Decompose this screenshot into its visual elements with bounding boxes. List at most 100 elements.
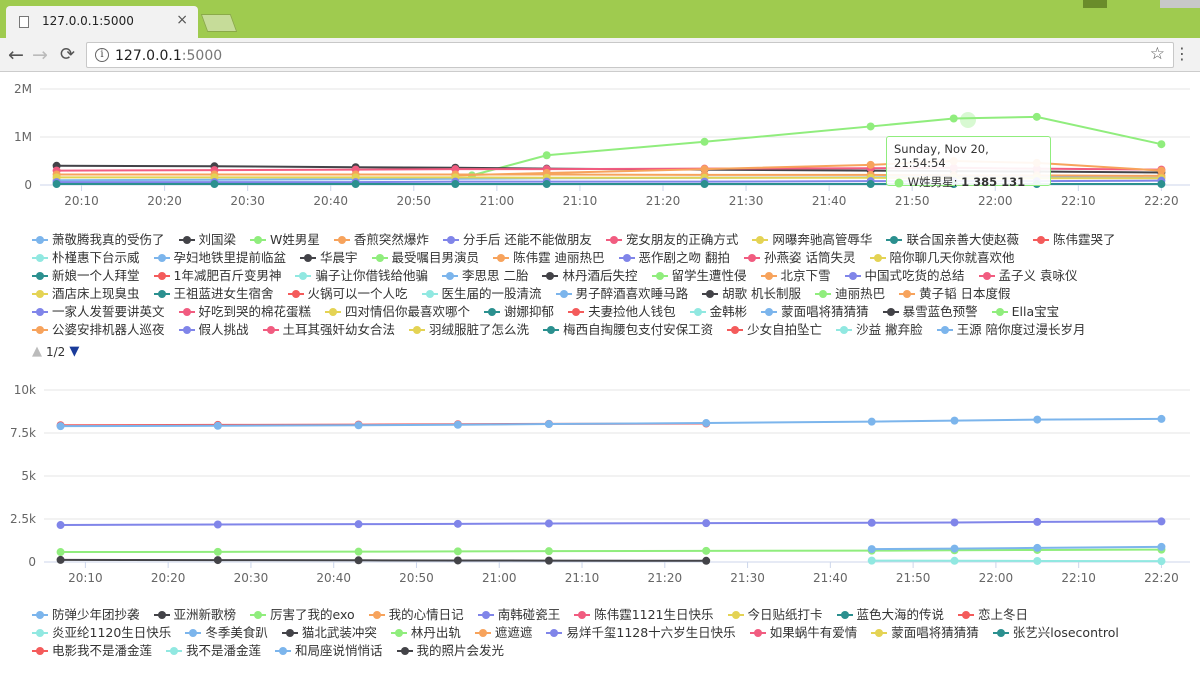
chart-1-legend-item[interactable]: 暴雪蓝色预警: [882, 303, 978, 321]
chart-1-legend-item[interactable]: 沙益 撇弃脸: [836, 321, 923, 339]
chart-2-legend-item[interactable]: 恋上冬日: [958, 606, 1028, 624]
chart-2-legend-item[interactable]: 冬季美食趴: [185, 624, 268, 642]
chart-1-legend-item[interactable]: 李思思 二胎: [442, 267, 528, 285]
data-point: [56, 422, 65, 431]
chart-2-legend-item[interactable]: 我不是潘金莲: [166, 642, 261, 660]
chart-1-legend-item[interactable]: 金韩彬: [689, 303, 747, 321]
legend-label: 新娘一个人拜堂: [52, 268, 140, 283]
chart-1-legend-item[interactable]: 华晨宇: [300, 249, 358, 267]
chart-1-legend-item[interactable]: 香煎突然爆炸: [333, 231, 429, 249]
chart-1-legend-item[interactable]: 林丹酒后失控: [542, 267, 638, 285]
forward-button[interactable]: →: [32, 44, 48, 66]
chart-2-legend-item[interactable]: 蓝色大海的传说: [836, 606, 944, 624]
chart-1-legend-item[interactable]: 留学生遭性侵: [651, 267, 747, 285]
chart-1-legend-item[interactable]: 羽绒服脏了怎么洗: [409, 321, 529, 339]
info-icon[interactable]: i: [95, 48, 109, 62]
chart-1-legend-item[interactable]: 北京下雪: [760, 267, 831, 285]
chart-1-legend-item[interactable]: 王祖蓝进女生宿舍: [153, 285, 274, 303]
legend-label: 四对情侣你最喜欢哪个: [345, 304, 471, 319]
chart-2-legend-item[interactable]: 易烊千玺1128十六岁生日快乐: [546, 624, 736, 642]
chart-2-legend-item[interactable]: 遮遮遮: [474, 624, 532, 642]
data-point: [544, 547, 553, 556]
chart-1-legend-item[interactable]: W姓男星: [250, 231, 320, 249]
chart-1-legend-item[interactable]: 医生届的一股清流: [421, 285, 542, 303]
chart-1-legend-item[interactable]: 萧敬腾我真的受伤了: [32, 231, 165, 249]
legend-page-up-icon[interactable]: ▲: [32, 344, 42, 359]
new-tab-button[interactable]: [200, 14, 238, 32]
chart-1-legend-item[interactable]: 骗子让你借钱给他骗: [295, 267, 428, 285]
chart-1-legend-item[interactable]: 网曝奔驰高管辱华: [752, 231, 872, 249]
chart-1-legend-item[interactable]: 孟子义 袁咏仪: [978, 267, 1078, 285]
x-tick-label: 20:20: [151, 571, 186, 585]
chart-1-legend-item[interactable]: 假人挑战: [178, 321, 249, 339]
chart-1-legend-item[interactable]: 蒙面唱将猜猜猜: [761, 303, 869, 321]
chart-1-legend-item[interactable]: Ella宝宝: [991, 303, 1059, 321]
chart-1-legend-item[interactable]: 朴槿惠下台示威: [32, 249, 140, 267]
chart-1-legend-item[interactable]: 公婆安排机器人巡夜: [32, 321, 165, 339]
chart-1-legend-item[interactable]: 黄子韬 日本度假: [899, 285, 1011, 303]
chart-1-legend-item[interactable]: 四对情侣你最喜欢哪个: [325, 303, 470, 321]
browser-menu-icon[interactable]: ⋮: [1174, 44, 1190, 63]
user-profile-icon[interactable]: [1083, 0, 1107, 8]
chart-1-legend-item[interactable]: 梅西自掏腰包支付安保工资: [543, 321, 713, 339]
chart-1-legend-item[interactable]: 谢娜抑郁: [484, 303, 554, 321]
x-tick-label: 21:10: [565, 571, 600, 585]
chart-2-legend-item[interactable]: 防弹少年团抄袭: [32, 606, 140, 624]
chart-2-legend-item[interactable]: 猫北武装冲突: [281, 624, 377, 642]
chart-2-legend-item[interactable]: 厉害了我的exo: [250, 606, 355, 624]
chart-1-legend-item[interactable]: 分手后 还能不能做朋友: [442, 231, 592, 249]
data-point: [213, 547, 222, 556]
chart-2-legend-item[interactable]: 炎亚纶1120生日快乐: [32, 624, 171, 642]
chart-1-legend-item[interactable]: 土耳其强奸幼女合法: [262, 321, 395, 339]
chart-1-legend-item[interactable]: 恶作剧之吻 翻拍: [618, 249, 730, 267]
chart-1-legend-item[interactable]: 刘国梁: [178, 231, 236, 249]
chart-2-legend-item[interactable]: 今日贴纸打卡: [727, 606, 823, 624]
chart-1-legend-item[interactable]: 最受嘱目男演员: [371, 249, 479, 267]
chart-1-legend-item[interactable]: 火锅可以一个人吃: [287, 285, 408, 303]
chart-2-legend-item[interactable]: 亚洲新歌榜: [153, 606, 236, 624]
chart-2-legend-item[interactable]: 陈伟霆1121生日快乐: [574, 606, 714, 624]
close-tab-icon[interactable]: ×: [176, 12, 188, 28]
legend-page-down-icon[interactable]: ▼: [69, 344, 80, 359]
back-button[interactable]: ←: [8, 44, 24, 66]
chart-1-legend-item[interactable]: 陈伟霆 迪丽热巴: [493, 249, 605, 267]
chart-1-legend-item[interactable]: 陪你聊几天你就喜欢他: [869, 249, 1015, 267]
chart-2-legend-item[interactable]: 林丹出轨: [390, 624, 461, 642]
chart-2-legend-item[interactable]: 南韩碰瓷王: [477, 606, 560, 624]
address-bar[interactable]: i 127.0.0.1:5000 ☆: [86, 42, 1174, 68]
chart-1-legend-item[interactable]: 夫妻捡他人钱包: [568, 303, 676, 321]
chart-1-legend-item[interactable]: 1年减肥百斤变男神: [153, 267, 281, 285]
chart-2-legend-item[interactable]: 张艺兴losecontrol: [992, 624, 1119, 642]
chart-1-legend-item[interactable]: 孙燕姿 话筒失灵: [744, 249, 856, 267]
chart-1-legend-item[interactable]: 陈伟霆哭了: [1032, 231, 1115, 249]
series-line: [871, 559, 1162, 563]
chart-2-legend-item[interactable]: 如果蜗牛有爱情: [749, 624, 857, 642]
y-tick-label: 7.5k: [10, 426, 36, 440]
chart-1-legend-item[interactable]: 宠女朋友的正确方式: [605, 231, 738, 249]
chart-1-legend-item[interactable]: 孕妇地铁里提前临盆: [153, 249, 286, 267]
chart-1-legend-item[interactable]: 一家人发誓要讲英文: [32, 303, 165, 321]
chart-1-legend-item[interactable]: 王源 陪你度过漫长岁月: [936, 321, 1086, 339]
browser-tab[interactable]: 127.0.0.1:5000 ×: [6, 6, 198, 38]
chart-1-legend-item[interactable]: 酒店床上现臭虫: [32, 285, 140, 303]
chart-1-legend-item[interactable]: 联合国亲善大使赵薇: [886, 231, 1019, 249]
chart-1-legend-item[interactable]: 男子醉酒喜欢睡马路: [555, 285, 688, 303]
x-tick-label: 20:40: [316, 571, 351, 585]
chart-2-legend-item[interactable]: 我的心情日记: [368, 606, 464, 624]
close-window-button[interactable]: [1160, 0, 1200, 8]
reload-button[interactable]: ⟳: [60, 44, 76, 65]
chart-1-legend-item[interactable]: 迪丽热巴: [815, 285, 885, 303]
legend-marker-icon: [546, 628, 563, 638]
chart-2-legend-item[interactable]: 电影我不是潘金莲: [32, 642, 152, 660]
chart-2-legend-item[interactable]: 我的照片会发光: [396, 642, 504, 660]
chart-1-legend-item[interactable]: 新娘一个人拜堂: [32, 267, 140, 285]
chart-2-legend-item[interactable]: 和局座说悄悄话: [275, 642, 383, 660]
chart-1-legend-item[interactable]: 中国式吃货的总结: [844, 267, 965, 285]
chart-1-legend-item[interactable]: 好吃到哭的棉花蛋糕: [178, 303, 311, 321]
chart-1-legend-item[interactable]: 少女自拍坠亡: [727, 321, 822, 339]
bookmark-star-icon[interactable]: ☆: [1149, 44, 1165, 64]
legend-marker-icon: [32, 271, 48, 281]
chart-2-legend-item[interactable]: 蒙面唱将猜猜猜: [871, 624, 979, 642]
chart-1-legend-item[interactable]: 胡歌 机长制服: [702, 285, 801, 303]
legend-marker-icon: [32, 610, 48, 620]
